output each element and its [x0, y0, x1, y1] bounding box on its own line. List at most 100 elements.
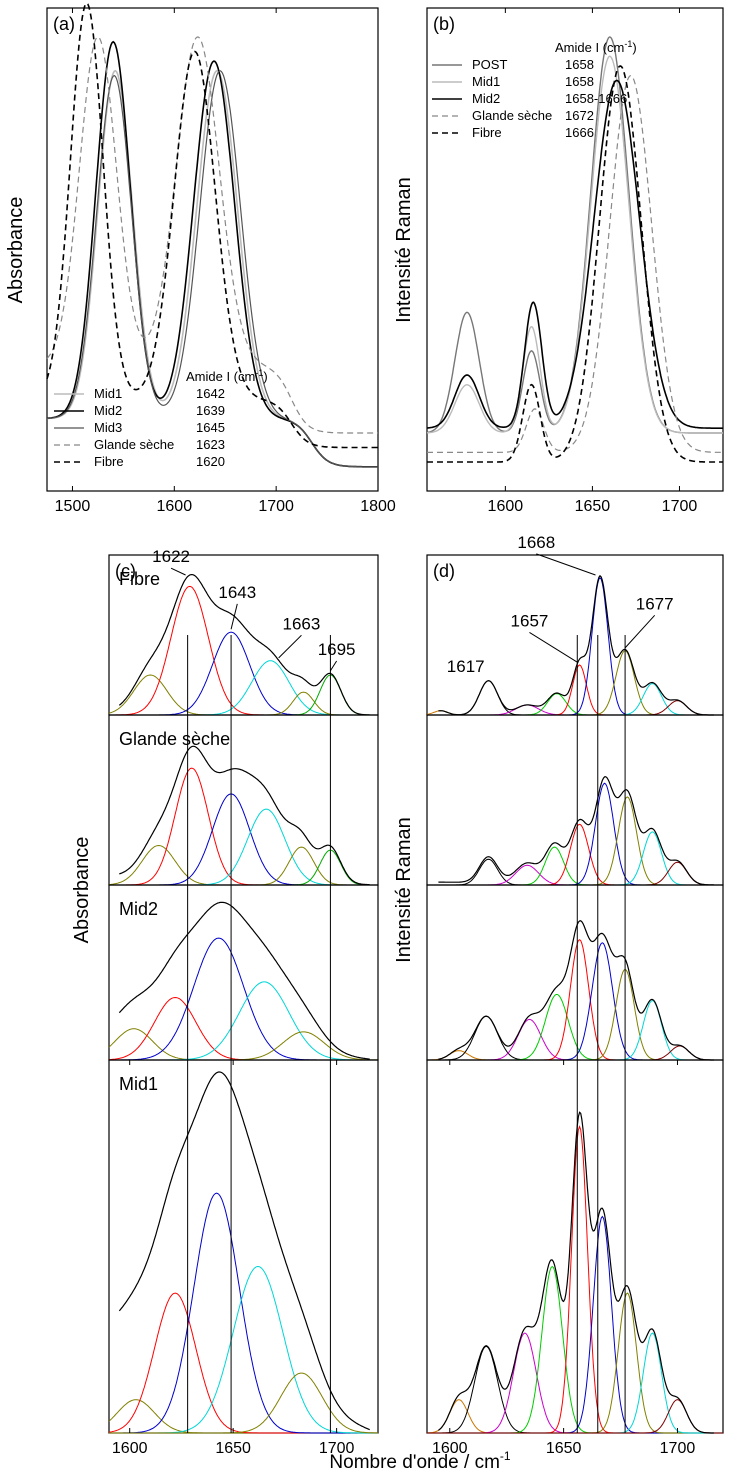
panel-d-sub1-component-3: [427, 823, 723, 886]
panel-d-sub1-envelope: [438, 776, 714, 886]
panel-a-legend-name-1: Mid2: [94, 403, 122, 418]
panel-c-sub0-annotation-line-0: [170, 567, 186, 576]
panel-b-ylabel: Intensité Raman: [393, 177, 415, 323]
panel-c-sub0-envelope: [118, 573, 370, 716]
panel-d-sub1-component-5: [427, 796, 723, 886]
panel-d-sub1-component-0: [427, 858, 723, 886]
panel-c-sub0-annotation-line-2: [278, 634, 302, 659]
panel-d-sub3-component-6: [427, 1292, 723, 1434]
panel-d-sub1-component-4: [427, 782, 723, 886]
panel-a-frame: [46, 7, 379, 492]
panel-c-sub1-envelope: [119, 745, 370, 886]
panel-c-sub1-component-0: [108, 844, 378, 886]
panel-d-ylabel: Intensité Raman: [393, 817, 415, 963]
panel-c-sub0-annotation-3: 1695: [318, 640, 356, 659]
panel-b-series-3: [427, 75, 723, 453]
panel-b-legend-header-tail: ): [632, 40, 636, 55]
panel-a-series-4: [46, 2, 378, 449]
panel-d-sub2-envelope: [438, 920, 714, 1061]
panel-c-sub0-annotation-2: 1663: [283, 614, 321, 633]
panel-c-sub0-annotation-0: 1622: [152, 547, 190, 566]
panel-d-sub0-annotation-3: 1677: [636, 594, 674, 613]
panel-b-legend-header: Amide I (cm-1): [555, 39, 637, 55]
panel-c-sub2-component-2: [109, 937, 378, 1061]
panel-a-series-2: [46, 70, 378, 468]
panel-a-legend-value-1: 1639: [196, 403, 225, 418]
panel-a-legend-value-3: 1623: [196, 437, 225, 452]
panel-c-sub0-name: Fibre: [119, 569, 160, 589]
panel-d-sub1-component-2: [427, 846, 723, 886]
panel-a-xtick-label-1800: 1800: [360, 498, 396, 515]
panel-c-sub3-envelope: [118, 1071, 370, 1431]
panel-a-legend-header-tail: ): [263, 369, 267, 384]
panel-d-sub0-annotation-1: 1657: [511, 611, 549, 630]
panel-b-series-4: [427, 65, 723, 463]
panel-c-sub1-component-3: [109, 808, 378, 886]
panel-b-legend-value-0: 1658: [565, 57, 594, 72]
x-axis-label-common: Nombre d'onde / cm-1: [329, 1449, 510, 1473]
panel-a-legend-name-0: Mid1: [94, 386, 122, 401]
panel-a-ylabel: Absorbance: [5, 197, 27, 304]
panel-a-legend-value-2: 1645: [196, 420, 225, 435]
panel-b-frame: [426, 7, 724, 492]
panel-b-legend-value-3: 1672: [565, 108, 594, 123]
panel-d-sub0-annotation-0: 1617: [447, 657, 485, 676]
panel-d-label: (d): [433, 561, 455, 581]
panel-d-sub3-component-3: [427, 1265, 723, 1434]
panel-d-sub0-component-7: [427, 683, 723, 716]
panel-a-legend-name-2: Mid3: [94, 420, 122, 435]
panel-d-sub2-component-3: [427, 993, 723, 1061]
panel-c-sub2-envelope: [118, 901, 370, 1060]
panel-b-label: (b): [433, 14, 455, 34]
panel-c-ylabel: Absorbance: [71, 837, 93, 944]
panel-d-sub3-component-4: [427, 1125, 723, 1434]
panel-b-xtick-label-1700: 1700: [662, 498, 698, 515]
panel-d-sub0-annotation-line-1: [529, 632, 578, 663]
panel-b-series-2: [426, 79, 723, 429]
panel-c-sub3-component-4: [109, 1372, 378, 1434]
panel-c-sub0-component-3: [109, 660, 378, 716]
panel-c-xtick-label-1600: 1600: [112, 1440, 148, 1457]
panel-b-legend-name-4: Fibre: [472, 125, 502, 140]
panel-d-sub0-frame: [426, 554, 724, 716]
panel-c-sub3-frame: [108, 1059, 379, 1434]
panel-d-xtick-label-1600: 1600: [432, 1440, 468, 1457]
panel-c-sub3-name: Mid1: [119, 1074, 158, 1094]
panel-b-xtick-label-1650: 1650: [575, 498, 611, 515]
panel-c-sub3-component-2: [109, 1192, 378, 1434]
panel-d-sub0-component-8: [427, 700, 723, 716]
panel-d-sub2-component-7: [427, 1000, 723, 1061]
panel-b-legend-header-sup: -1: [624, 39, 632, 49]
panel-c-sub2-component-0: [108, 1028, 378, 1061]
panel-c-sub0-annotation-line-3: [329, 660, 338, 671]
panel-d-sub2-frame: [426, 884, 724, 1061]
panel-c-xtick-label-1650: 1650: [215, 1440, 251, 1457]
panel-b-legend-name-0: POST: [472, 57, 507, 72]
panel-b-legend-name-3: Glande sèche: [472, 108, 552, 123]
panel-c-label: (c): [115, 561, 136, 581]
panel-a-xtick-label-1600: 1600: [157, 498, 193, 515]
panel-d-sub1-component-6: [427, 831, 723, 886]
panel-c-sub1-component-1: [109, 767, 378, 886]
panel-c-sub0-annotation-1: 1643: [218, 583, 256, 602]
panel-d-sub3-component-8: [427, 1399, 723, 1434]
panel-b-xtick-label-1600: 1600: [488, 498, 524, 515]
panel-a-series-3: [46, 36, 378, 434]
panel-b-legend-name-2: Mid2: [472, 91, 500, 106]
panel-c-sub2-component-4: [109, 1031, 379, 1061]
panel-c-sub0-annotation-line-1: [230, 603, 238, 630]
panel-a-label: (a): [53, 14, 75, 34]
panel-c-sub1-name: Glande sèche: [119, 729, 230, 749]
panel-d-sub0-annotation-2: 1668: [517, 533, 555, 552]
panel-c-sub1-component-4: [109, 846, 378, 886]
panel-a-legend-name-3: Glande sèche: [94, 437, 174, 452]
panel-a-legend-name-4: Fibre: [94, 454, 124, 469]
panel-b-legend-name-1: Mid1: [472, 74, 500, 89]
panel-d-xtick-label-1650: 1650: [546, 1440, 582, 1457]
panel-d-sub0-component-5: [427, 577, 723, 716]
panel-c-xtick-label-1700: 1700: [319, 1440, 355, 1457]
panel-d-sub3-envelope: [438, 1111, 714, 1434]
panel-d-xtick-label-1700: 1700: [660, 1440, 696, 1457]
panel-d-sub1-frame: [426, 714, 724, 886]
